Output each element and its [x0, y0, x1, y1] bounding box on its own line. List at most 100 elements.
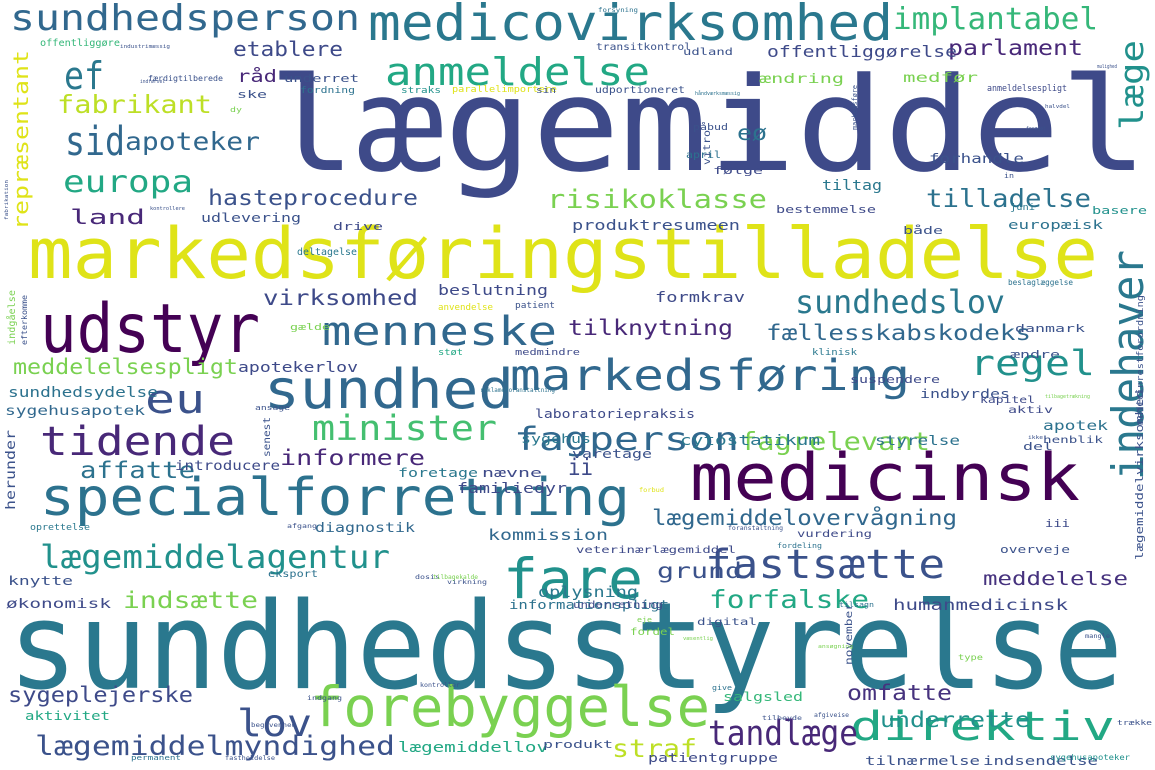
word-underret: underret	[284, 72, 359, 85]
word-apoteker: apoteker	[125, 127, 260, 156]
word-in: in	[1004, 172, 1014, 180]
word-sid: sid	[65, 119, 125, 165]
word-gaelde: gælde	[290, 323, 330, 333]
word-afgiveise: afgiveise	[814, 712, 849, 719]
word-senest: senest	[262, 417, 273, 457]
word-fastsaette: fastsætte	[705, 542, 945, 588]
word-meddelelse: meddelelse	[983, 568, 1128, 590]
word-juni: juni	[1010, 203, 1035, 213]
word-mulighed: mulighed	[1097, 64, 1117, 70]
word-tilladelse: tilladelse	[926, 184, 1091, 213]
word-digital: digital	[697, 617, 757, 628]
word-april: april	[686, 150, 721, 161]
word-indehaver: indehaver	[1103, 250, 1154, 480]
word-stot: støt	[438, 348, 463, 358]
word-tidende: tidende	[40, 419, 235, 465]
word-apotekerlov: apotekerlov	[238, 360, 358, 376]
word-cytostatikum: cytostatikum	[680, 433, 820, 449]
word-ansogning: ansøgning	[818, 644, 853, 650]
word-sundhed: sundhed	[264, 358, 514, 421]
word-herunder: herunder	[4, 430, 19, 510]
word-meddelelsespligt: meddelelsespligt	[13, 355, 238, 379]
word-etablere: etablere	[233, 37, 343, 61]
word-klinisk: klinisk	[812, 348, 858, 358]
word-udportioneret: udportioneret	[595, 85, 685, 96]
word-introducere: introducere	[175, 459, 280, 474]
word-repraesentant: repræsentant	[9, 50, 33, 230]
word-tilnaermelse: tilnærmelse	[865, 754, 980, 768]
word-fagperson: fagperson	[514, 420, 739, 458]
word-specialforretning: specialforretning	[40, 468, 630, 528]
word-indgaelse: indgåelse	[5, 290, 18, 345]
word-grund: grund	[657, 559, 742, 583]
word-sin: sin	[536, 86, 556, 96]
word-kontroller: kontroller	[420, 682, 460, 689]
word-eo: eø	[737, 121, 767, 145]
word-knytte: knytte	[8, 574, 73, 588]
word-vurdering: vurdering	[797, 529, 872, 540]
word-give: give	[712, 684, 732, 692]
word-indgang: indgang	[307, 695, 343, 702]
word-tilbeyde: tilbeyde	[762, 715, 803, 722]
word-fabrikant: fabrikant	[57, 90, 212, 119]
word-naevne: nævne	[482, 466, 542, 480]
word-iii: iii	[1045, 517, 1070, 530]
word-anvendelse: anvendelse	[438, 303, 493, 313]
word-underrette: underrette	[880, 708, 1030, 732]
word-forsyning: forsyning	[598, 7, 638, 14]
word-november: november	[844, 603, 855, 665]
word-familiedyr: familiedyr	[457, 481, 567, 497]
word-risikoklasse: risikoklasse	[547, 185, 767, 215]
word-menneske: menneske	[322, 309, 557, 355]
word-medicinsk: medicinsk	[690, 441, 1080, 516]
word-fordning: fordning	[300, 86, 355, 96]
word-laboratoriepraksis: laboratoriepraksis	[535, 407, 695, 421]
word-udlevering: udlevering	[201, 211, 301, 225]
word-basere: basere	[1092, 204, 1147, 217]
word-permanent: permanent	[131, 754, 181, 762]
word-fastholdelse: fastholdelse	[225, 755, 275, 762]
word-parlament: parlament	[948, 36, 1083, 60]
word-forhandle: forhandle	[929, 152, 1024, 167]
word-laegemiddel: lægemiddel	[268, 49, 1148, 201]
word-indforsel: indførsel	[140, 79, 165, 85]
word-halvdel: halvdel	[1045, 104, 1070, 110]
word-kommission: kommission	[488, 526, 608, 544]
word-sygehusapoteker: sygehusapoteker	[1050, 753, 1130, 762]
word-sygeplejerske: sygeplejerske	[8, 683, 193, 707]
word-tandlaege: tandlæge	[708, 714, 858, 754]
word-pabud: påbud	[693, 122, 728, 133]
word-omfatte: omfatte	[847, 681, 952, 705]
word-del: del	[1023, 440, 1053, 453]
word-faerdigtilberede: færdigtilberede	[148, 74, 223, 83]
word-foretage: foretage	[398, 466, 478, 480]
word-regel: regel	[970, 344, 1095, 384]
word-forbud: forbud	[639, 487, 664, 494]
word-type: type	[958, 653, 983, 662]
word-bade: både	[903, 224, 943, 237]
word-indsendelse: indsendelse	[983, 754, 1098, 768]
word-virkning: virkning	[447, 579, 488, 586]
word-markedsforing: markedsføring	[510, 351, 910, 401]
word-implantabel: implantabel	[893, 2, 1098, 37]
word-ske: ske	[237, 88, 267, 101]
word-folge: følge	[713, 164, 763, 177]
word-formkrav: formkrav	[655, 290, 745, 306]
word-laegemiddellov: lægemiddellov	[398, 740, 548, 756]
word-aendre: ændre	[1010, 348, 1060, 361]
word-indbyrdes: indbyrdes	[920, 387, 1010, 401]
word-oprettelse: oprettelse	[30, 523, 90, 533]
word-sundhedsstyrelse: sundhedsstyrelse	[8, 578, 1123, 717]
word-sygehusapotek: sygehusapotek	[5, 404, 145, 419]
word-patientgruppe: patientgruppe	[648, 751, 778, 765]
word-medfor: medfør	[903, 71, 978, 86]
word-okonomisk: økonomisk	[6, 597, 111, 612]
word-direktiv: direktiv	[850, 704, 1115, 750]
word-produkt: produkt	[543, 738, 613, 751]
word-sundhedslov: sundhedslov	[795, 283, 1005, 321]
word-transitkontrol: transitkontrol	[596, 42, 691, 53]
word-traekke: trække	[1117, 719, 1152, 727]
word-fabrikation: fabrikation	[4, 180, 10, 220]
